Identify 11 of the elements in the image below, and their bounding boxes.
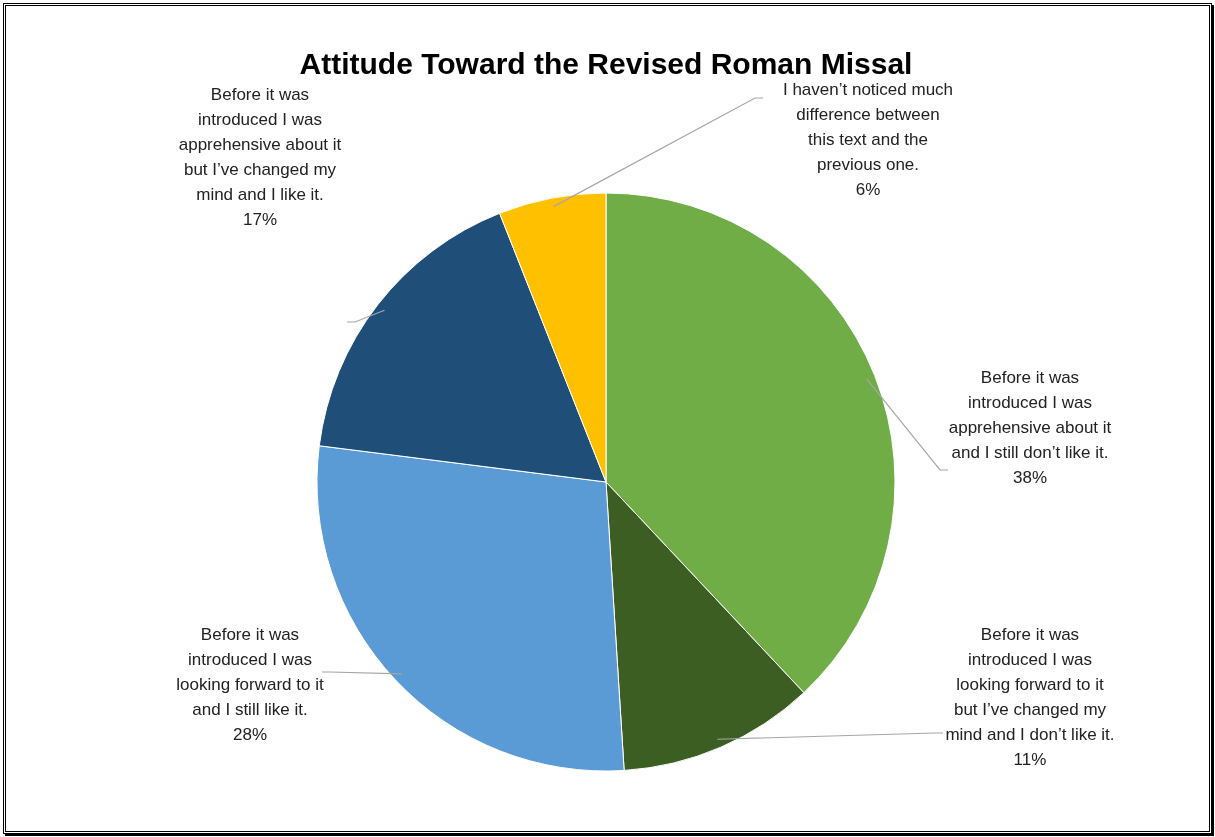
slice-label: Before it was introduced I was apprehensive about it but I’ve changed my mind and I like it. [178,85,342,204]
slice-label: I haven’t noticed much difference between this text and the previous one. [782,80,954,174]
slice-label: Before it was introduced I was looking forward to it and I still like it. [176,625,324,719]
data-label: 11% [1013,750,1047,769]
data-label: 6% [855,180,881,199]
data-label: 38% [1012,468,1048,487]
data-label: 17% [242,210,278,229]
slice-label: Before it was introduced I was looking forward to it but I’ve changed my mind and I don’t like it. [945,625,1115,744]
data-label: 28% [232,725,268,744]
chart-title: Attitude Toward the Revised Roman Missal [299,47,913,80]
slice-label: Before it was introduced I was apprehensive about it and I still don’t like it. [948,368,1112,462]
